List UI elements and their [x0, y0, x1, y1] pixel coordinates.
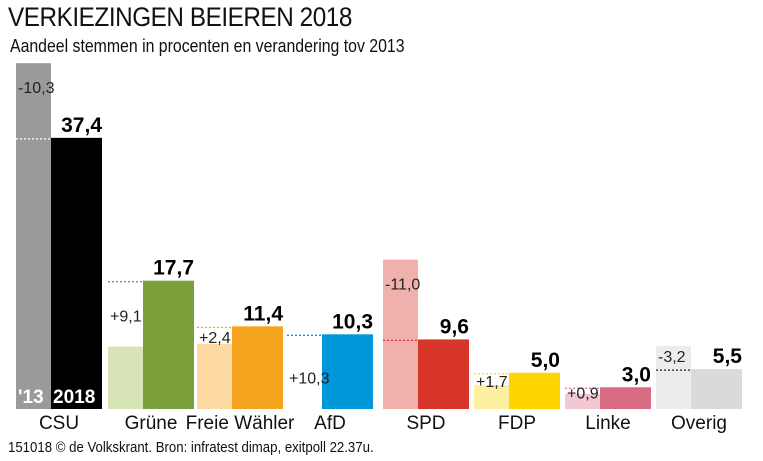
category-label: CSU: [39, 413, 79, 434]
category-label: FDP: [498, 413, 536, 434]
value-label: 10,3: [332, 310, 373, 333]
bar-2013-2: [197, 343, 232, 409]
change-label: -3,2: [658, 349, 686, 366]
change-label: +10,3: [289, 371, 330, 388]
chart-title: VERKIEZINGEN BEIEREN 2018: [8, 2, 352, 32]
bar-2018-5: [509, 372, 560, 409]
change-label: -10,3: [18, 80, 55, 97]
bar-2013-0: [16, 63, 51, 410]
category-label: Overig: [671, 413, 727, 434]
category-label: Grüne: [125, 413, 178, 434]
bar-2013-4: [383, 259, 418, 409]
bar-2018-1: [143, 280, 194, 409]
change-label: +9,1: [110, 309, 142, 326]
category-label: SPD: [406, 413, 445, 434]
bar-2018-6: [600, 387, 651, 409]
value-label: 11,4: [243, 302, 283, 325]
value-label: 17,7: [153, 257, 194, 280]
bar-2018-2: [232, 326, 283, 409]
bar-2013-7: [656, 345, 691, 409]
chart-subtitle: Aandeel stemmen in procenten en verander…: [10, 36, 405, 56]
category-label: Linke: [585, 413, 630, 434]
value-label: 37,4: [61, 114, 102, 137]
series-label-2013: '13: [18, 387, 44, 408]
change-label: +1,7: [476, 374, 508, 391]
bar-2018-4: [418, 339, 469, 409]
value-label: 3,0: [622, 363, 651, 386]
series-label-2018: 2018: [53, 387, 95, 408]
source-footer: 151018 © de Volkskrant. Bron: infratest …: [8, 439, 374, 456]
bar-2018-3: [322, 334, 373, 409]
category-label: Freie Wähler: [186, 413, 295, 434]
bar-2018-7: [691, 369, 742, 409]
change-label: -11,0: [385, 277, 420, 294]
value-label: 5,0: [531, 349, 560, 372]
bar-2013-5: [474, 385, 509, 409]
category-label: AfD: [314, 413, 346, 434]
change-label: +0,9: [567, 386, 599, 403]
value-label: 9,6: [440, 315, 469, 338]
bar-2013-1: [108, 346, 143, 409]
bar-2013-6: [565, 393, 600, 409]
change-label: +2,4: [199, 330, 231, 347]
value-label: 5,5: [713, 345, 743, 368]
bar-2018-0: [51, 137, 102, 409]
